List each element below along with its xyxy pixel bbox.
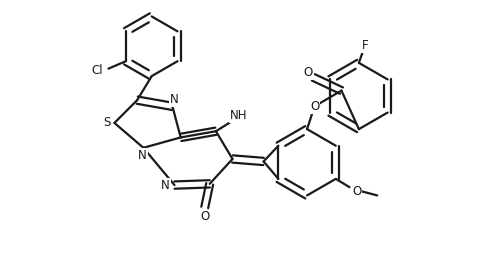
Text: O: O xyxy=(352,185,361,198)
Text: N: N xyxy=(161,179,170,193)
Text: O: O xyxy=(310,100,319,113)
Text: N: N xyxy=(170,93,179,106)
Text: Cl: Cl xyxy=(91,64,103,77)
Text: O: O xyxy=(200,210,209,223)
Text: N: N xyxy=(138,149,147,162)
Text: F: F xyxy=(362,39,369,52)
Text: S: S xyxy=(103,116,111,129)
Text: O: O xyxy=(304,66,313,79)
Text: NH: NH xyxy=(230,109,247,122)
